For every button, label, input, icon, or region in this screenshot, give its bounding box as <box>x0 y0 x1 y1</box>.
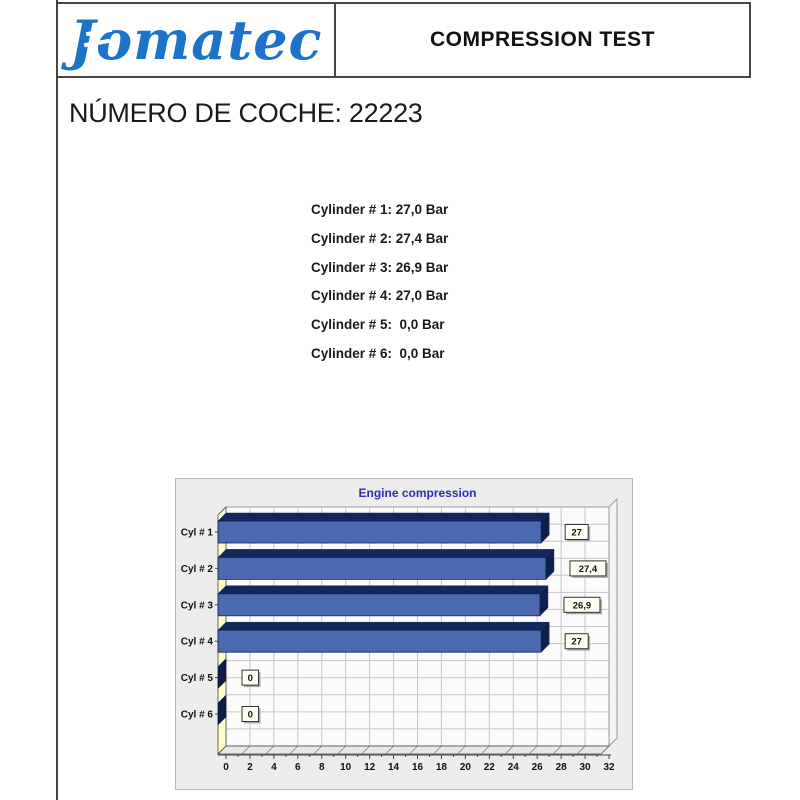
category-label: Cyl # 6 <box>181 710 214 721</box>
category-label: Cyl # 1 <box>181 528 214 539</box>
floor-rib <box>576 745 586 755</box>
bar-cyl-1 <box>217 520 542 544</box>
category-label: Cyl # 5 <box>181 673 214 684</box>
bar-top-face <box>217 512 550 522</box>
report-header: Jomatec COMPRESSION TEST <box>56 2 751 78</box>
x-axis-tick-label: 8 <box>319 762 325 773</box>
reading-cylinder-3: Cylinder # 3: 26,9 Bar <box>311 259 449 275</box>
floor-rib <box>409 745 418 755</box>
plot-right-wall <box>608 497 618 748</box>
x-axis-tick-label: 28 <box>556 762 568 773</box>
value-box-label: 27,4 <box>579 564 598 575</box>
floor-rib <box>361 745 370 755</box>
floor-rib <box>313 745 323 755</box>
floor-rib <box>433 745 442 755</box>
value-box <box>569 560 607 577</box>
bar-cyl-4 <box>217 629 542 653</box>
category-label: Cyl # 4 <box>181 637 214 648</box>
value-box <box>241 669 259 686</box>
bar-top-face <box>217 585 549 595</box>
x-axis-tick-label: 10 <box>340 762 352 773</box>
bar-top-face <box>217 621 550 631</box>
x-axis-tick-label: 12 <box>364 762 376 773</box>
x-axis-tick-label: 2 <box>247 762 253 773</box>
x-axis-tick-label: 22 <box>484 762 496 773</box>
value-box-label: 27 <box>571 637 582 648</box>
bar-cyl-5 <box>217 657 227 690</box>
value-box <box>564 633 589 650</box>
bar-top-face <box>217 549 555 558</box>
category-label: Cyl # 2 <box>181 564 214 575</box>
x-axis-tick-label: 26 <box>532 762 544 773</box>
x-axis-tick-label: 32 <box>603 762 615 773</box>
jomatec-logo: Jomatec <box>69 8 323 72</box>
category-label: Cyl # 3 <box>181 600 214 611</box>
reading-cylinder-2: Cylinder # 2: 27,4 Bar <box>311 230 449 246</box>
cylinder-readings: Cylinder # 1: 27,0 Bar Cylinder # 2: 27,… <box>311 196 448 369</box>
floor-rib <box>265 745 275 755</box>
floor-rib <box>504 745 514 755</box>
bar-cyl-6 <box>217 694 227 726</box>
value-box <box>241 706 259 722</box>
reading-cylinder-5: Cylinder # 5: 0,0 Bar <box>311 317 445 333</box>
value-box <box>564 524 589 540</box>
report-title: COMPRESSION TEST <box>429 28 656 51</box>
engine-compression-chart-panel: Engine compression 0 2 4 6 8 10 12 14 16 18 20 22 24 2… <box>175 478 633 790</box>
page-left-border <box>56 0 58 800</box>
x-axis-tick-label: 14 <box>388 762 400 773</box>
x-axis-tick-label: 16 <box>412 762 424 773</box>
logo-cell: Jomatec <box>58 4 336 76</box>
reading-cylinder-4: Cylinder # 4: 27,0 Bar <box>311 288 449 304</box>
floor-rib <box>481 745 490 755</box>
x-axis-tick-label: 4 <box>271 762 277 773</box>
chart-title: Engine compression <box>358 486 476 500</box>
floor-rib <box>289 745 299 755</box>
floor-rib <box>457 745 466 755</box>
floor-rib <box>600 745 610 755</box>
value-box <box>563 596 601 613</box>
x-axis-tick-label: 6 <box>295 762 301 773</box>
bar-cyl-2 <box>217 557 547 580</box>
floor-rib <box>385 745 394 755</box>
reading-cylinder-1: Cylinder # 1: 27,0 Bar <box>311 202 449 217</box>
title-cell: COMPRESSION TEST <box>336 4 749 76</box>
x-axis-tick-label: 20 <box>460 762 472 773</box>
value-box-label: 26,9 <box>573 600 592 611</box>
floor-rib <box>337 745 346 755</box>
car-number-label: NÚMERO DE COCHE: 22223 <box>69 98 423 128</box>
floor-rib <box>241 745 251 755</box>
x-axis-tick-label: 24 <box>508 762 520 773</box>
value-box-label: 0 <box>248 710 253 721</box>
value-box-label: 0 <box>248 673 253 684</box>
x-axis-tick-label: 0 <box>223 762 229 773</box>
bar-cyl-3 <box>217 593 541 617</box>
floor-rib <box>528 745 538 755</box>
x-axis-tick-label: 18 <box>436 762 448 773</box>
value-box-label: 27 <box>571 528 582 539</box>
floor-rib <box>552 745 562 755</box>
x-axis-tick-label: 30 <box>580 762 592 773</box>
reading-cylinder-6: Cylinder # 6: 0,0 Bar <box>311 345 445 361</box>
